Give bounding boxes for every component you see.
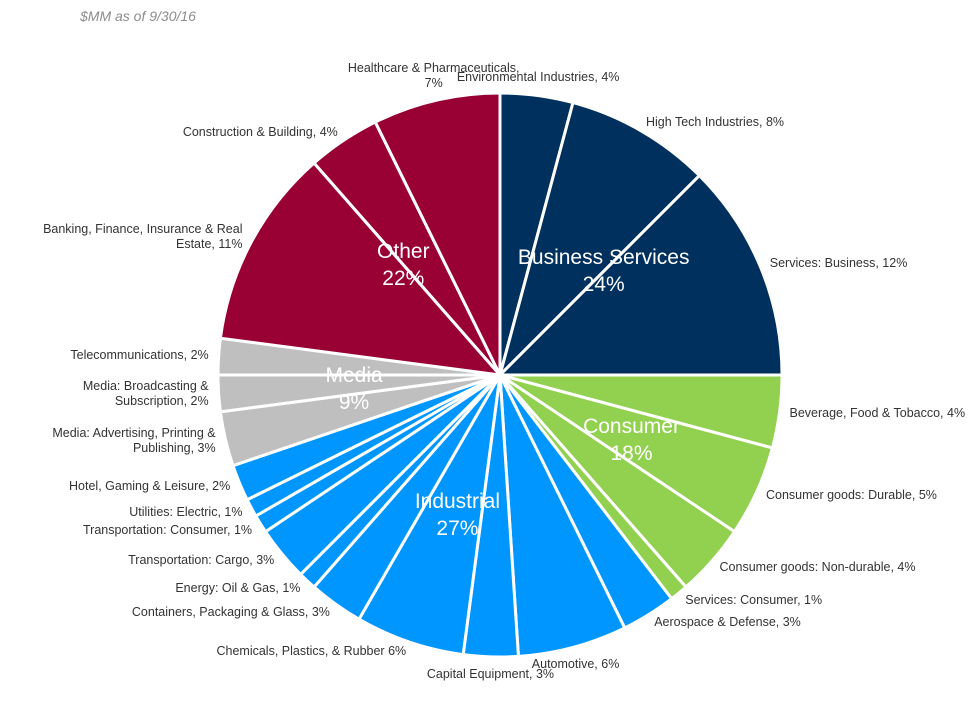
- slice-label: Consumer goods: Durable, 5%: [765, 488, 937, 502]
- slice-label: High Tech Industries, 8%: [646, 114, 785, 129]
- slice-label: Transportation: Consumer, 1%: [82, 523, 253, 538]
- group-label: Other 22%: [377, 238, 430, 292]
- slice-label: Consumer goods: Non-durable, 4%: [719, 560, 916, 575]
- group-value: 18%: [610, 441, 653, 465]
- slice-label: Capital Equipment, 3%: [426, 666, 555, 681]
- slice: [497, 100, 702, 381]
- subtitle: $MM as of 9/30/16: [80, 8, 196, 24]
- slice: [496, 173, 784, 377]
- slice-label: Healthcare & Pharmaceuticals, 7%: [347, 60, 520, 90]
- slice-label: Chemicals, Plastics, & Rubber 6%: [216, 644, 407, 658]
- group-name: Business Services: [517, 246, 690, 270]
- group-label: Consumer 18%: [583, 413, 680, 467]
- slice-label: Automotive, 6%: [531, 657, 620, 672]
- slice-label: Banking, Finance, Insurance & Real Estat…: [43, 222, 243, 252]
- slice-label: Beverage, Food & Tobacco, 4%: [789, 405, 966, 420]
- group-value: 9%: [338, 391, 370, 415]
- group-name: Consumer: [583, 414, 680, 438]
- slice: [373, 91, 502, 376]
- group-label: Business Services 24%: [518, 244, 690, 298]
- slice-label: Media: Broadcasting & Subscription, 2%: [82, 379, 209, 409]
- group-label: Media 9%: [325, 362, 382, 416]
- slice-label: Energy: Oil & Gas, 1%: [175, 580, 301, 595]
- group-value: 24%: [582, 273, 625, 297]
- slice-label: Containers, Packaging & Glass, 3%: [131, 604, 330, 619]
- slice-label: Transportation: Cargo, 3%: [128, 552, 275, 567]
- slice-label: Aerospace & Defense, 3%: [654, 615, 801, 630]
- group-name: Media: [325, 364, 383, 388]
- slice: [218, 160, 504, 378]
- group-name: Other: [377, 239, 430, 263]
- slice-label: Telecommunications, 2%: [70, 348, 209, 363]
- slice-label: Environmental Industries, 4%: [456, 70, 620, 85]
- slice-label: Hotel, Gaming & Leisure, 2%: [69, 479, 231, 494]
- group-label: Industrial 27%: [415, 488, 500, 542]
- slice-label: Utilities: Electric, 1%: [129, 505, 243, 520]
- group-value: 27%: [436, 517, 479, 541]
- group-name: Industrial: [414, 490, 501, 514]
- group-value: 22%: [382, 266, 425, 290]
- slice-label: Services: Consumer, 1%: [685, 593, 823, 608]
- slice-label: Construction & Building, 4%: [182, 124, 338, 139]
- slice-label: Media: Advertising, Printing & Publishin…: [52, 426, 216, 456]
- slice-label: Services: Business, 12%: [769, 255, 908, 270]
